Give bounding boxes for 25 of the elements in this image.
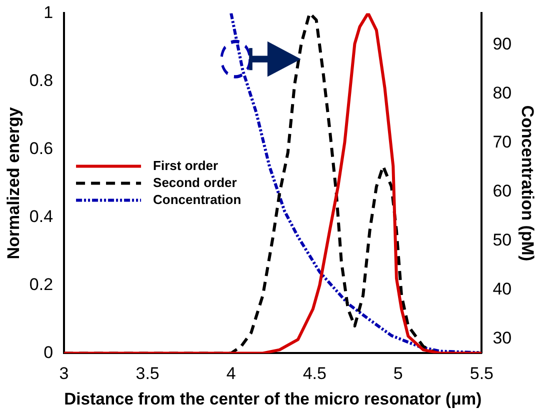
x-tick-label: 4.5 bbox=[302, 364, 326, 384]
x-tick-label: 5 bbox=[393, 364, 403, 384]
x-tick-label: 3.5 bbox=[136, 364, 160, 384]
x-tick-label: 4 bbox=[226, 364, 236, 384]
y-axis-title: Normalized energy bbox=[4, 106, 23, 260]
y-tick-label: 0.4 bbox=[29, 206, 54, 226]
y2-tick-label: 90 bbox=[492, 34, 512, 54]
legend-label: Second order bbox=[153, 174, 237, 190]
y2-tick-label: 40 bbox=[492, 280, 512, 299]
y2-tick-label: 70 bbox=[492, 132, 512, 152]
legend-label: Concentration bbox=[153, 192, 242, 207]
y2-axis-title: Concentration (pM) bbox=[518, 105, 538, 262]
y2-tick-label: 30 bbox=[492, 328, 512, 348]
y-tick-label: 1 bbox=[44, 2, 54, 22]
x-tick-label: 5.5 bbox=[470, 364, 494, 384]
x-axis-title: Distance from the center of the micro resonator (μm) bbox=[64, 389, 482, 409]
legend-label: First order bbox=[153, 158, 218, 173]
y-tick-label: 0.6 bbox=[29, 138, 54, 158]
y-tick-label: 0.8 bbox=[29, 70, 54, 90]
y-tick-label: 0 bbox=[44, 342, 54, 362]
y2-tick-label: 50 bbox=[492, 230, 512, 250]
x-tick-label: 3 bbox=[59, 364, 69, 384]
y2-tick-label: 60 bbox=[492, 182, 512, 201]
y-tick-label: 0.2 bbox=[29, 274, 54, 294]
y2-tick-label: 80 bbox=[492, 84, 512, 103]
